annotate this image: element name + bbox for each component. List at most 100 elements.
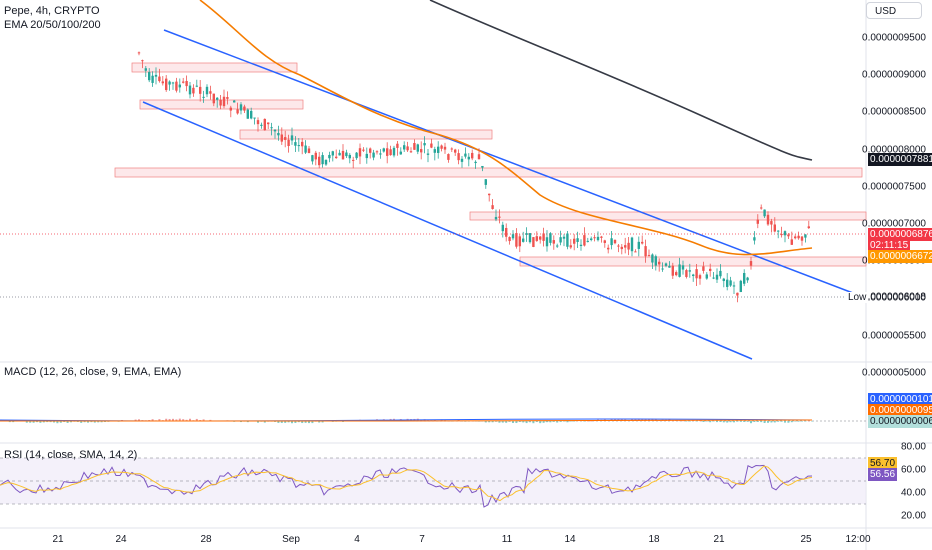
currency-button[interactable]: USD	[866, 2, 922, 19]
candle-body	[372, 152, 375, 158]
candle-body	[355, 152, 358, 159]
countdown-tag: 02:11:15	[868, 239, 911, 252]
macd-histogram-bar	[420, 419, 423, 421]
candle-body	[777, 230, 780, 232]
candle-body	[250, 110, 253, 119]
candle-body	[501, 224, 504, 232]
macd-histogram-bar	[138, 419, 140, 421]
symbol-title[interactable]: Pepe, 4h, CRYPTO	[4, 5, 100, 17]
macd-histogram-bar	[705, 421, 708, 422]
macd-histogram-bar	[97, 421, 100, 423]
candle-body	[246, 109, 249, 119]
macd-histogram-bar	[535, 421, 538, 423]
candle-body	[154, 74, 158, 77]
candle-body	[685, 270, 688, 277]
price-axis-label: 0.0000009000	[862, 69, 926, 81]
macd-histogram-bar	[185, 419, 188, 421]
macd-histogram-bar	[678, 420, 681, 422]
candle-body	[787, 234, 790, 237]
macd-histogram-bar	[712, 421, 715, 422]
macd-histogram-bar	[542, 421, 545, 423]
candle-body	[583, 235, 586, 246]
candle-body	[719, 270, 722, 277]
macd-histogram-bar	[491, 421, 494, 423]
macd-histogram-bar	[287, 421, 290, 423]
candle-body	[290, 135, 294, 141]
macd-histogram-bar	[66, 421, 69, 423]
candle-body	[426, 153, 430, 155]
macd-histogram-bar	[39, 421, 42, 423]
candle-body	[352, 159, 355, 161]
rsi-value-tag: 56.56	[868, 468, 898, 481]
zone-rect	[114, 167, 863, 178]
candle-body	[379, 153, 382, 155]
macd-histogram-bar	[770, 421, 773, 423]
macd-histogram-bar	[539, 421, 542, 424]
macd-histogram-bar	[641, 418, 644, 421]
macd-histogram-bar	[202, 419, 205, 421]
candle-body	[178, 84, 181, 88]
macd-histogram-bar	[80, 421, 83, 423]
macd-histogram-bar	[280, 421, 283, 423]
macd-histogram-bar	[53, 421, 55, 423]
candle-body	[726, 279, 729, 287]
ema-indicator-label[interactable]: EMA 20/50/100/200	[4, 19, 101, 31]
macd-histogram-bar	[508, 421, 511, 422]
candle-body	[369, 148, 372, 153]
rsi-label[interactable]: RSI (14, close, SMA, 14, 2)	[4, 449, 138, 461]
candle-body	[732, 285, 736, 287]
candle-body	[382, 148, 385, 152]
candle-body	[797, 235, 800, 239]
macd-histogram-bar	[736, 421, 739, 422]
macd-histogram-bar	[495, 421, 497, 422]
candle-body	[654, 256, 657, 266]
zone-rect	[469, 211, 867, 221]
candle-body	[644, 246, 647, 257]
candle-body	[185, 80, 188, 87]
macd-histogram-bar	[682, 420, 684, 422]
macd-histogram-bar	[733, 421, 735, 423]
candle-body	[175, 81, 178, 91]
macd-label[interactable]: MACD (12, 26, close, 9, EMA, EMA)	[4, 366, 182, 378]
channel-upper-line	[163, 29, 867, 299]
macd-histogram-bar	[566, 421, 569, 423]
macd-histogram-bar	[780, 421, 783, 422]
candle-body	[358, 148, 362, 157]
candle-body	[199, 86, 202, 94]
low-price-value: 0.0000006018	[862, 291, 926, 303]
price-axis-label: 0.0000005000	[862, 367, 926, 379]
candle-body	[695, 269, 698, 279]
candle-body	[763, 209, 766, 217]
macd-histogram-bar	[12, 421, 15, 423]
candle-body	[229, 107, 232, 111]
candle-body	[766, 214, 770, 225]
macd-histogram-bar	[743, 421, 746, 423]
macd-histogram-bar	[746, 421, 749, 422]
rsi-axis-80: 80.00	[900, 441, 926, 453]
macd-histogram-bar	[263, 421, 266, 423]
candle-body	[535, 236, 538, 241]
candle-body	[770, 221, 773, 225]
candle-body	[137, 52, 141, 54]
macd-histogram-bar	[246, 421, 249, 423]
macd-histogram-bar	[49, 421, 52, 423]
time-axis-label: 25	[800, 534, 812, 545]
candle-body	[314, 152, 317, 160]
macd-histogram-bar	[297, 421, 300, 423]
macd-histogram-bar	[794, 421, 797, 422]
candle-body	[675, 272, 678, 276]
candle-body	[743, 273, 746, 284]
candle-body	[239, 104, 243, 111]
candle-body	[637, 241, 640, 249]
macd-histogram-bar	[172, 418, 174, 421]
candle-body	[576, 238, 579, 242]
candle-body	[617, 245, 620, 247]
macd-histogram-bar	[559, 421, 562, 422]
time-axis-label: 14	[564, 534, 576, 545]
candle-body	[569, 245, 572, 248]
price-axis-label: 0.0000008500	[862, 106, 926, 118]
candle-body	[392, 147, 396, 156]
candle-body	[148, 72, 151, 81]
candle-body	[729, 280, 732, 286]
